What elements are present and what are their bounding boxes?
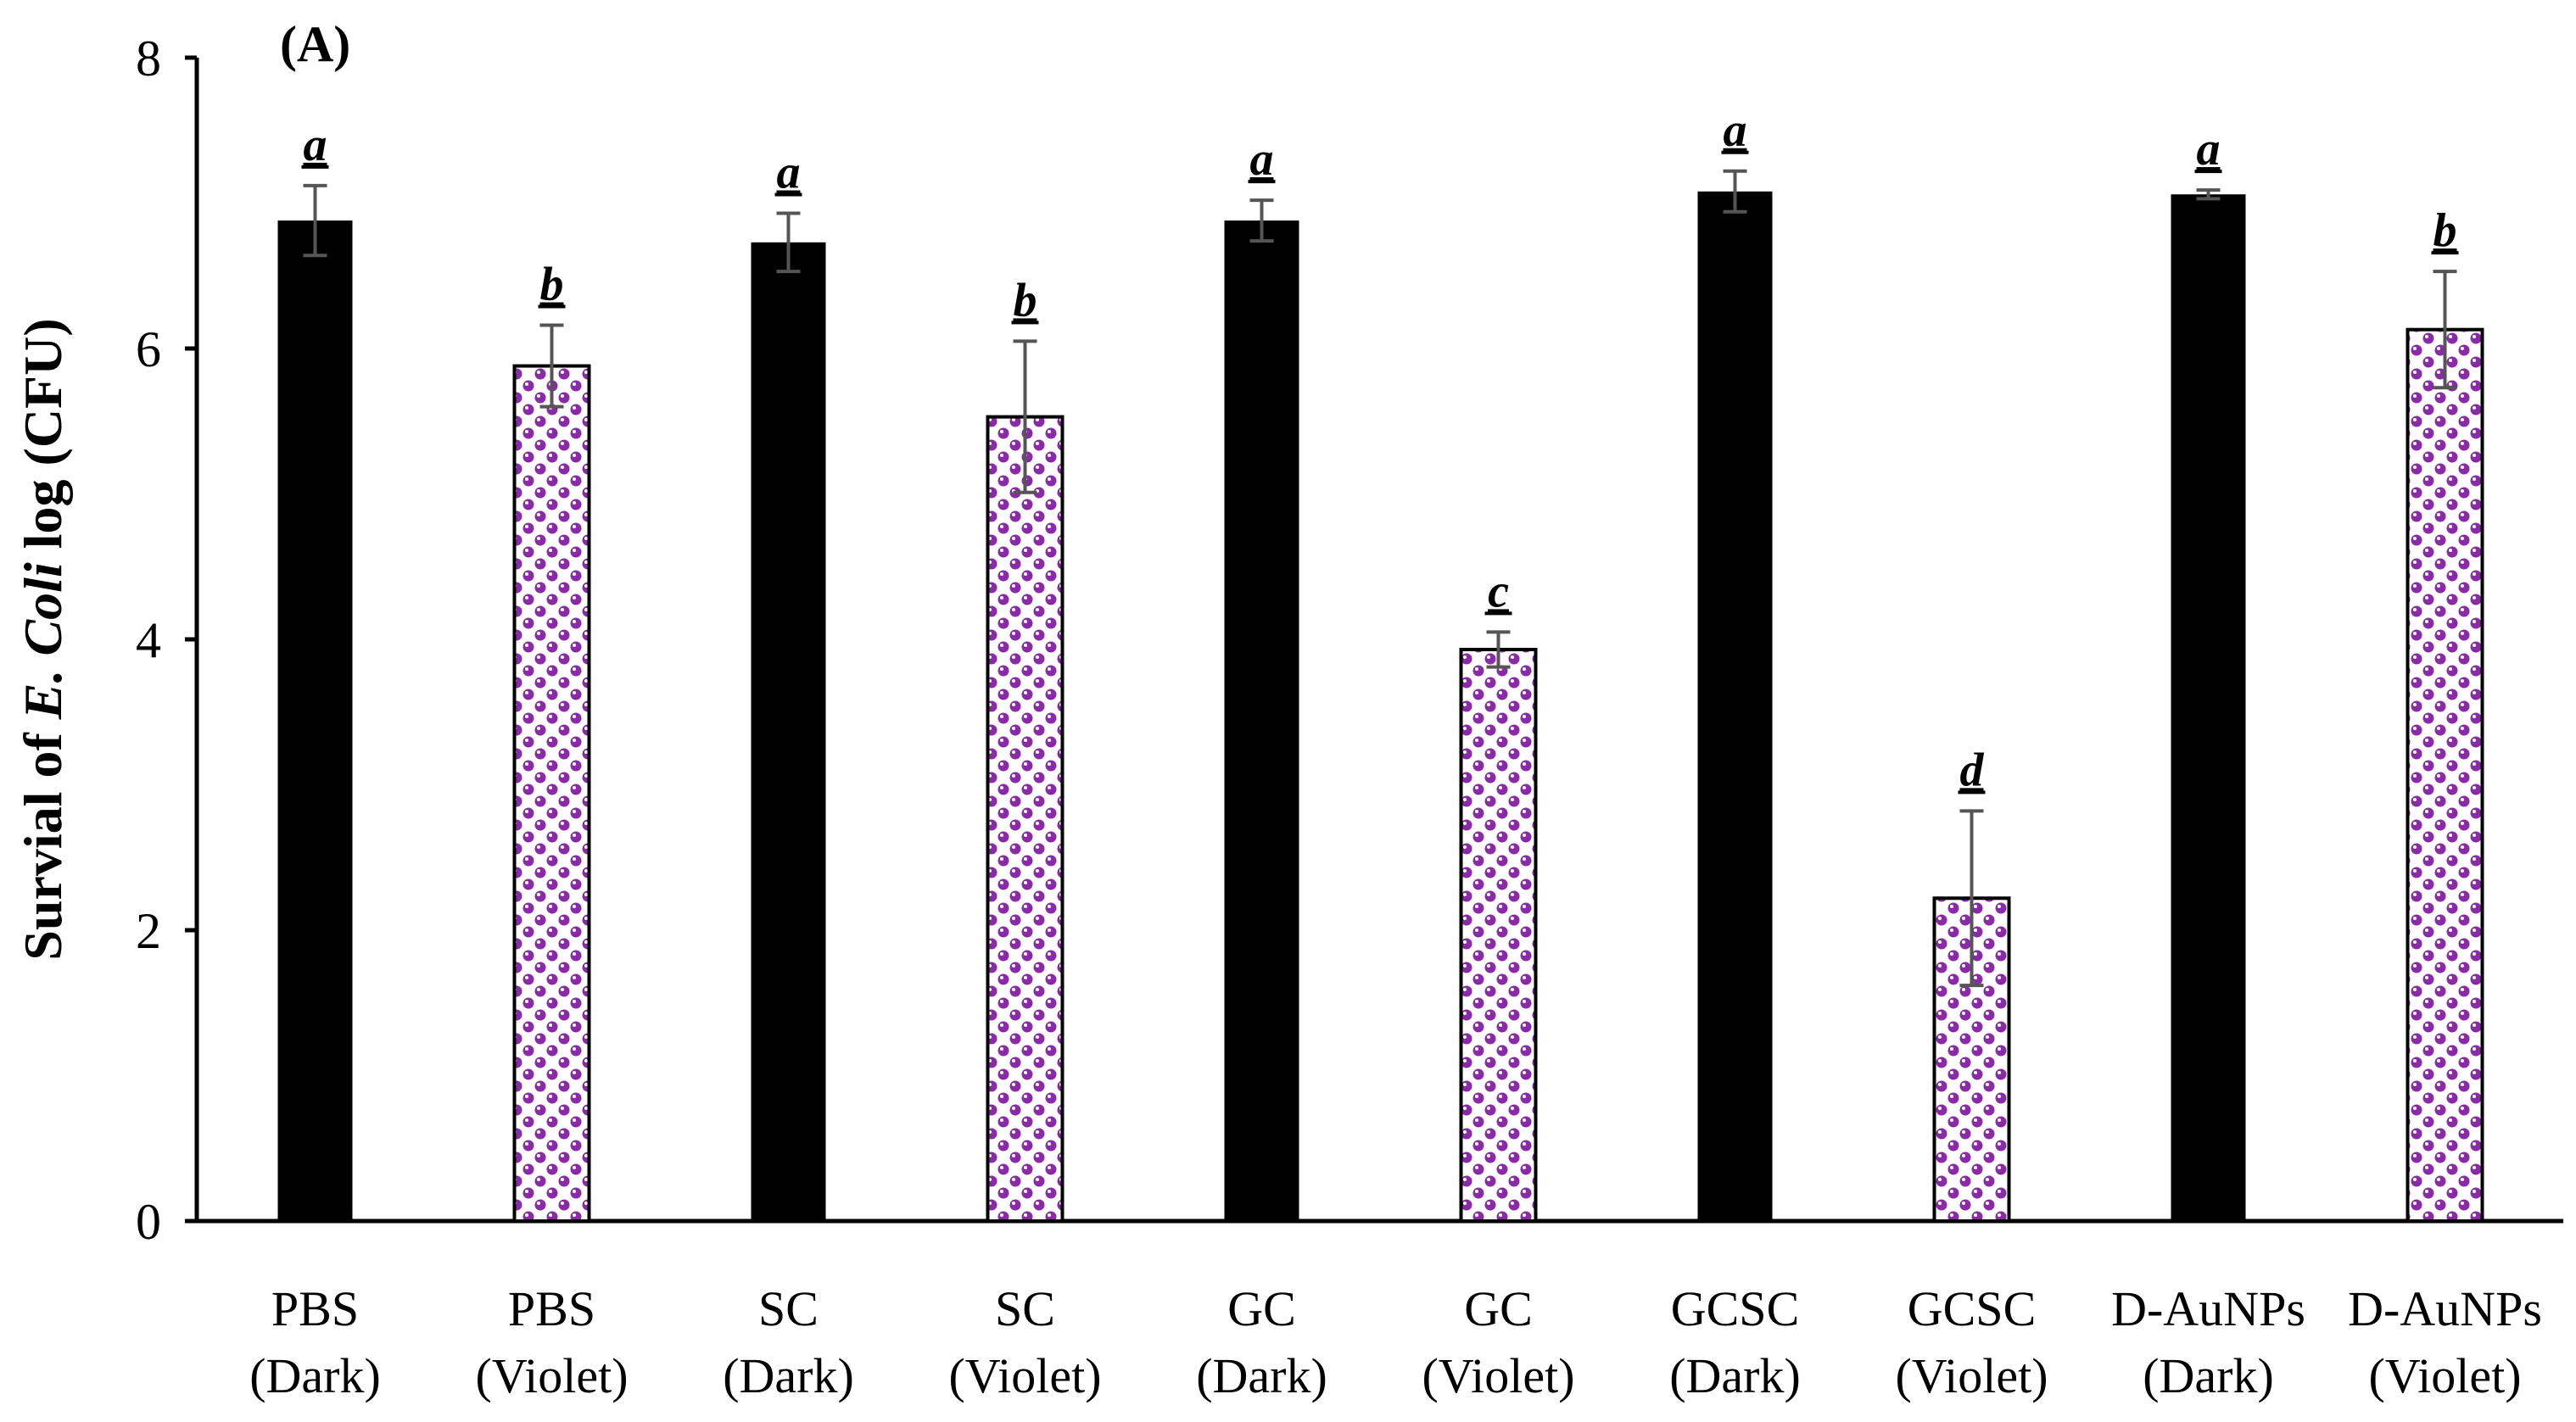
significance-letter-1: a	[304, 119, 327, 171]
error-bar-10	[2433, 270, 2457, 390]
category-label-line1: D-AuNPs	[2348, 1281, 2542, 1336]
significance-letter-10: b	[2434, 204, 2457, 257]
error-bar-8	[1959, 809, 1984, 988]
category-label-line1: PBS	[508, 1281, 595, 1336]
panel-label: (A)	[280, 16, 350, 72]
category-label-line2: (Violet)	[948, 1348, 1101, 1403]
category-label-line2: (Dark)	[1669, 1348, 1801, 1403]
bar-3	[751, 242, 826, 1222]
category-label-line2: (Violet)	[1895, 1348, 2048, 1403]
error-bar-5	[1249, 198, 1274, 243]
bar-5	[1224, 220, 1299, 1222]
category-label-line2: (Dark)	[249, 1348, 381, 1403]
significance-letter-3: a	[777, 147, 801, 199]
bar-4	[986, 415, 1064, 1224]
y-axis-title: Survial of E. Coli log (CFU)	[13, 318, 73, 960]
error-bar-4	[1013, 339, 1037, 494]
y-axis-title-part-1: Survial of	[13, 719, 73, 960]
category-label-line1: GC	[1227, 1281, 1296, 1336]
y-tick-label: 0	[136, 1194, 161, 1250]
bar-9	[2171, 194, 2246, 1222]
error-bar-9	[2196, 188, 2221, 201]
category-label-line1: GCSC	[1671, 1281, 1800, 1336]
category-label-line1: SC	[995, 1281, 1055, 1336]
category-label-line1: D-AuNPs	[2111, 1281, 2305, 1336]
bar-6	[1459, 648, 1538, 1223]
significance-label-group: a b a b a c a d a b	[301, 104, 2459, 796]
significance-letter-2: b	[540, 259, 564, 311]
y-tick-label: 6	[136, 321, 161, 377]
significance-letter-4: b	[1014, 274, 1037, 326]
error-bar-group	[303, 169, 2457, 988]
category-label-line1: PBS	[271, 1281, 359, 1336]
bar-series	[277, 191, 2484, 1224]
bar-7	[1697, 191, 1773, 1221]
error-bar-1	[303, 183, 327, 258]
significance-letter-9: a	[2197, 123, 2221, 176]
error-bar-6	[1486, 630, 1511, 669]
category-label-group: PBS (Dark) PBS (Violet) SC (Dark) SC (Violet) GC…	[249, 1281, 2542, 1403]
category-label-line2: (Dark)	[2143, 1348, 2274, 1403]
error-bar-7	[1723, 169, 1747, 214]
category-label-line2: (Dark)	[723, 1348, 854, 1403]
category-label-line1: SC	[758, 1281, 819, 1336]
error-bar-2	[539, 323, 564, 409]
bar-10	[2406, 327, 2484, 1224]
category-label-line2: (Violet)	[1422, 1348, 1574, 1403]
y-axis-title-part-2: log (CFU)	[13, 318, 73, 562]
category-label-line1: GCSC	[1908, 1281, 2037, 1336]
significance-letter-7: a	[1724, 104, 1747, 157]
category-label-line2: (Violet)	[475, 1348, 628, 1403]
y-tick-label: 4	[136, 612, 161, 668]
y-tick-label: 8	[136, 31, 161, 86]
error-bar-3	[776, 211, 801, 274]
y-tick-group: 0 2 4 6 8	[136, 31, 197, 1250]
bar-1	[277, 220, 353, 1222]
category-label-line2: (Violet)	[2368, 1348, 2521, 1403]
significance-letter-6: c	[1488, 565, 1509, 617]
y-tick-label: 2	[136, 903, 161, 959]
category-label-line1: GC	[1464, 1281, 1533, 1336]
category-label-line2: (Dark)	[1196, 1348, 1327, 1403]
bar-2	[512, 364, 591, 1223]
y-axis-title-species: E. Coli	[13, 562, 73, 720]
significance-letter-5: a	[1250, 133, 1274, 186]
significance-letter-8: d	[1960, 744, 1985, 796]
